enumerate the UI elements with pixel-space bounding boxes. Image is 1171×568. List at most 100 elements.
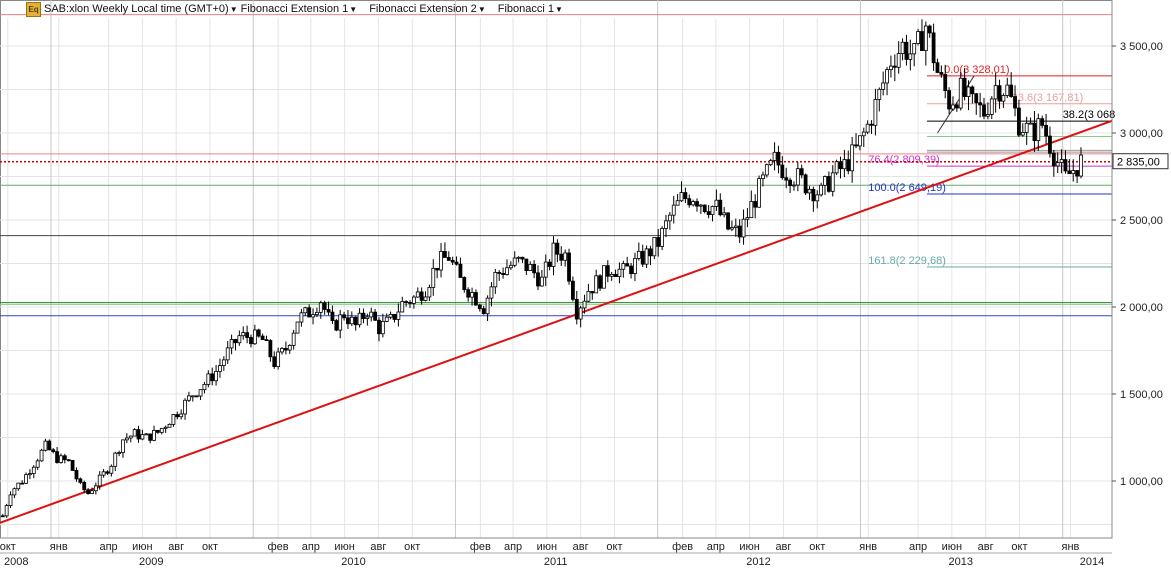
candle-body	[361, 312, 366, 319]
candle-body	[357, 312, 362, 326]
plot-area	[0, 0, 1113, 539]
candle-body	[295, 321, 300, 334]
candle-body	[586, 291, 591, 302]
candle-body	[388, 314, 393, 318]
candle-body	[408, 302, 412, 304]
candle-body	[493, 272, 498, 288]
candle-body	[97, 474, 102, 487]
fib-level-label: 38.2(3 068	[1063, 109, 1116, 121]
x-year-label: 2012	[746, 556, 770, 568]
candle-body	[733, 225, 738, 228]
x-month-label: янв	[859, 541, 877, 553]
candle-body	[392, 314, 397, 320]
candle-body	[171, 414, 176, 425]
x-year-label: 2009	[139, 556, 163, 568]
indicator-label: Fibonacci 1	[497, 3, 554, 15]
candle-body	[679, 192, 684, 202]
candle-body	[183, 399, 187, 415]
candle-body	[1063, 159, 1068, 172]
candle-body	[431, 267, 436, 288]
candle-body	[330, 311, 335, 321]
candle-body	[443, 251, 447, 258]
candle-body	[912, 43, 917, 55]
candle-body	[101, 471, 106, 476]
candle-body	[140, 434, 145, 440]
symbol-selector[interactable]: SAB:xlon Weekly Local time (GMT+0)▼	[44, 3, 238, 15]
candle-body	[307, 307, 312, 318]
candle-body	[1071, 170, 1076, 175]
candle-body	[276, 351, 281, 367]
candle-body	[194, 395, 199, 398]
candle-body	[159, 427, 164, 433]
candle-body	[539, 276, 544, 287]
candle-body	[698, 204, 703, 207]
indicator-label: Fibonacci Extension 2	[369, 3, 477, 15]
x-month-label: окт	[606, 541, 622, 553]
candle-body	[761, 174, 765, 179]
candle-body	[989, 98, 994, 115]
chevron-down-icon: ▼	[555, 5, 563, 14]
candle-body	[931, 32, 936, 64]
candle-body	[90, 490, 94, 494]
candle-body	[850, 144, 855, 172]
candle-body	[982, 104, 986, 117]
candle-body	[1036, 118, 1041, 141]
candle-body	[86, 489, 90, 494]
candle-body	[664, 220, 668, 229]
candle-body	[718, 199, 723, 216]
candle-body	[454, 261, 459, 265]
y-tick-label: 1 000,00	[1120, 476, 1163, 488]
candle-body	[578, 307, 583, 320]
candle-body	[93, 485, 98, 492]
candle-body	[823, 176, 827, 186]
candle-body	[570, 280, 575, 300]
x-month-label: апр	[707, 541, 725, 553]
candle-body	[997, 85, 1002, 102]
candle-body	[427, 287, 432, 298]
fib-level-label: 76.4(2 809,39)	[868, 154, 940, 166]
indicator-fib-ext-1[interactable]: Fibonacci Extension 1▼	[241, 3, 358, 15]
candle-body	[722, 212, 727, 216]
candle-body	[861, 131, 866, 137]
candle-body	[516, 256, 521, 259]
candle-body	[858, 135, 862, 147]
candle-body	[322, 302, 327, 310]
candle-body	[82, 481, 87, 491]
candle-body	[214, 370, 218, 382]
candle-body	[714, 199, 719, 207]
candle-body	[124, 437, 129, 441]
candle-body	[660, 228, 665, 247]
candle-body	[280, 348, 284, 353]
candle-body	[671, 204, 676, 216]
candle-body	[633, 258, 637, 274]
chart-toolbar: Eq SAB:xlon Weekly Local time (GMT+0)▼ F…	[0, 0, 1112, 18]
candle-body	[563, 252, 568, 261]
candle-body	[78, 478, 83, 483]
candle-body	[1079, 154, 1083, 177]
candle-body	[450, 259, 455, 263]
indicator-fib-ext-2[interactable]: Fibonacci Extension 2▼	[369, 3, 486, 15]
candle-body	[303, 307, 308, 314]
candle-body	[1040, 118, 1045, 126]
candle-body	[745, 217, 750, 220]
candle-body	[338, 314, 343, 331]
candle-body	[152, 429, 156, 441]
candle-body	[505, 267, 509, 275]
candle-body	[512, 257, 517, 266]
candle-body	[683, 192, 688, 200]
candle-body	[241, 332, 246, 337]
candle-body	[51, 449, 56, 452]
indicator-fib-1[interactable]: Fibonacci 1▼	[498, 3, 563, 15]
candle-body	[574, 298, 579, 320]
candle-body	[470, 292, 474, 298]
candle-body	[373, 311, 377, 321]
candle-body	[462, 277, 467, 291]
x-year-label: 2011	[544, 556, 568, 568]
candle-body	[128, 435, 133, 439]
candle-body	[299, 312, 304, 323]
candle-body	[287, 345, 292, 351]
candle-body	[291, 332, 296, 346]
fib-swing-line	[937, 75, 975, 134]
x-month-label: апр	[302, 541, 320, 553]
